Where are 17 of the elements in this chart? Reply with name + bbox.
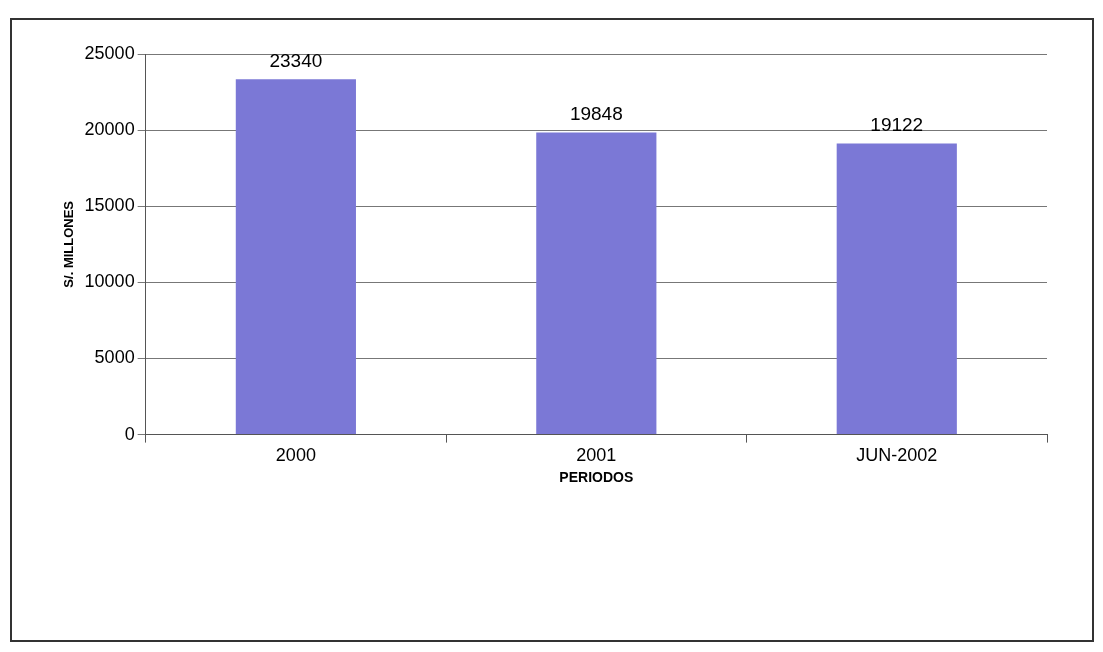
y-axis-title: S/. MILLONES xyxy=(61,200,77,288)
data-label: 23340 xyxy=(269,50,323,72)
x-tick-label: JUN-2002 xyxy=(856,445,938,466)
y-tick-label: 15000 xyxy=(84,195,135,216)
y-tick-label: 0 xyxy=(124,423,135,444)
y-tick-label: 10000 xyxy=(84,271,135,292)
x-tick-label: 2000 xyxy=(275,445,316,466)
y-tick-label: 5000 xyxy=(94,347,135,368)
x-axis-title: PERIODOS xyxy=(559,469,634,486)
y-tick-label: 20000 xyxy=(84,119,135,140)
bar xyxy=(235,79,356,435)
y-tick-label: 25000 xyxy=(84,42,135,63)
data-label: 19848 xyxy=(569,103,623,125)
bar xyxy=(836,143,957,435)
data-label: 19122 xyxy=(870,114,924,136)
x-tick-label: 2001 xyxy=(576,445,617,466)
bar xyxy=(536,132,657,435)
